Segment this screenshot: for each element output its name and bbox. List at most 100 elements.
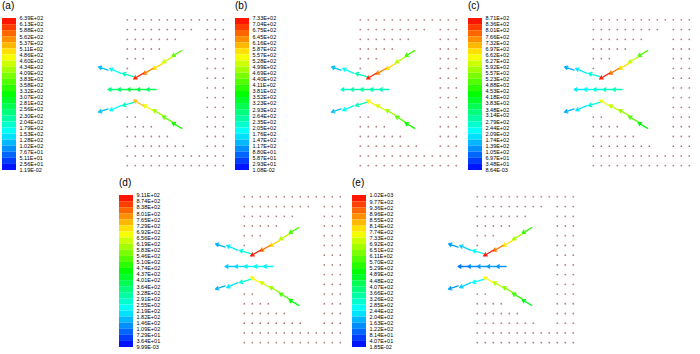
svg-text:5.92E+02: 5.92E+02 [486, 64, 510, 70]
svg-text:2.05E+02: 2.05E+02 [252, 124, 277, 131]
svg-text:4.01E+02: 4.01E+02 [137, 277, 161, 283]
svg-text:5.87E+02: 5.87E+02 [253, 46, 277, 52]
svg-text:5.83E+02: 5.83E+02 [137, 247, 161, 253]
svg-text:3.14E+02: 3.14E+02 [486, 112, 510, 118]
svg-text:2.44E+02: 2.44E+02 [486, 125, 510, 131]
svg-text:1.19E-02: 1.19E-02 [20, 167, 42, 173]
svg-text:1.08E-02: 1.08E-02 [253, 167, 275, 173]
svg-text:7.32E+02: 7.32E+02 [486, 40, 510, 46]
svg-text:4.88E+02: 4.88E+02 [486, 82, 510, 88]
svg-text:6.75E+02: 6.75E+02 [253, 27, 277, 33]
svg-text:5.11E+01: 5.11E+01 [19, 155, 43, 162]
svg-text:2.35E+02: 2.35E+02 [253, 119, 277, 125]
svg-text:1.05E+02: 1.05E+02 [486, 149, 510, 155]
svg-text:6.16E+02: 6.16E+02 [252, 39, 277, 46]
svg-text:5.23E+02: 5.23E+02 [486, 76, 510, 82]
svg-text:1.53E+02: 1.53E+02 [19, 130, 44, 137]
svg-text:1.46E+02: 1.46E+02 [137, 320, 161, 326]
svg-text:4.09E+02: 4.09E+02 [20, 70, 44, 76]
svg-text:2.04E+02: 2.04E+02 [370, 314, 394, 320]
svg-text:1.79E+02: 1.79E+02 [20, 125, 44, 131]
svg-text:4.11E+02: 4.11E+02 [253, 82, 276, 88]
svg-text:6.27E+02: 6.27E+02 [486, 58, 510, 64]
svg-text:4.48E+02: 4.48E+02 [370, 278, 394, 284]
svg-text:6.92E+02: 6.92E+02 [370, 241, 394, 247]
svg-text:6.39E+02: 6.39E+02 [20, 15, 44, 21]
svg-text:5.37E+02: 5.37E+02 [20, 40, 44, 46]
svg-text:5.57E+02: 5.57E+02 [485, 70, 510, 77]
svg-text:5.88E+02: 5.88E+02 [20, 27, 44, 33]
svg-text:5.28E+02: 5.28E+02 [252, 57, 277, 64]
svg-text:4.07E+02: 4.07E+02 [370, 284, 394, 290]
svg-text:3.07E+02: 3.07E+02 [20, 94, 44, 100]
svg-text:3.23E+02: 3.23E+02 [253, 100, 277, 106]
svg-text:7.74E+02: 7.74E+02 [370, 229, 394, 235]
svg-text:1.02E+03: 1.02E+03 [370, 192, 394, 198]
svg-text:4.99E+02: 4.99E+02 [253, 64, 277, 70]
svg-text:3.32E+02: 3.32E+02 [19, 88, 44, 95]
svg-text:1.74E+02: 1.74E+02 [486, 137, 510, 143]
svg-text:6.56E+02: 6.56E+02 [137, 235, 161, 241]
svg-text:2.93E+01: 2.93E+01 [252, 161, 277, 168]
svg-text:8.38E+02: 8.38E+02 [137, 204, 161, 210]
svg-text:3.28E+02: 3.28E+02 [137, 290, 161, 296]
svg-text:4.60E+02: 4.60E+02 [20, 58, 44, 64]
svg-text:4.89E+02: 4.89E+02 [370, 271, 394, 277]
svg-text:1.28E+02: 1.28E+02 [20, 137, 44, 143]
svg-text:1.47E+02: 1.47E+02 [253, 137, 277, 143]
svg-text:6.13E+02: 6.13E+02 [19, 21, 44, 28]
svg-text:5.11E+02: 5.11E+02 [19, 45, 43, 52]
html-text:(e): (e) [352, 177, 365, 188]
svg-text:2.85E+02: 2.85E+02 [370, 302, 394, 308]
svg-text:6.45E+02: 6.45E+02 [252, 33, 277, 40]
svg-text:1.85E-02: 1.85E-02 [370, 344, 392, 350]
svg-text:2.79E+02: 2.79E+02 [486, 119, 510, 125]
svg-text:9.99E-03: 9.99E-03 [137, 344, 159, 350]
svg-text:1.76E+02: 1.76E+02 [252, 130, 277, 137]
svg-text:2.04E+02: 2.04E+02 [19, 118, 44, 125]
svg-text:9.11E+02: 9.11E+02 [137, 192, 160, 198]
svg-text:5.87E+01: 5.87E+01 [253, 155, 277, 161]
svg-text:1.63E+02: 1.63E+02 [370, 320, 394, 326]
svg-text:4.74E+02: 4.74E+02 [137, 265, 161, 271]
svg-text:5.62E+02: 5.62E+02 [19, 33, 44, 40]
svg-text:2.64E+02: 2.64E+02 [252, 112, 277, 119]
svg-text:2.30E+02: 2.30E+02 [20, 113, 44, 119]
svg-text:6.11E+02: 6.11E+02 [370, 253, 393, 259]
svg-text:3.58E+02: 3.58E+02 [20, 82, 44, 88]
html-text:(c): (c) [468, 0, 480, 11]
html-text:(b): (b) [235, 0, 248, 11]
svg-text:4.86E+02: 4.86E+02 [20, 52, 44, 58]
svg-text:6.62E+02: 6.62E+02 [486, 52, 510, 58]
html-text:(d): (d) [119, 177, 132, 188]
svg-text:8.96E+02: 8.96E+02 [370, 211, 394, 217]
svg-text:4.53E+02: 4.53E+02 [486, 88, 510, 94]
html-text:(a): (a) [2, 0, 15, 11]
svg-text:2.19E+02: 2.19E+02 [137, 308, 161, 314]
svg-text:2.93E+02: 2.93E+02 [252, 106, 277, 113]
svg-text:7.29E+02: 7.29E+02 [137, 223, 161, 229]
svg-text:5.57E+02: 5.57E+02 [252, 51, 277, 58]
svg-text:2.09E+02: 2.09E+02 [486, 131, 510, 137]
svg-text:8.01E+02: 8.01E+02 [486, 27, 510, 33]
svg-text:7.33E+02: 7.33E+02 [370, 235, 394, 241]
svg-text:4.18E+02: 4.18E+02 [486, 94, 510, 100]
svg-text:7.04E+02: 7.04E+02 [252, 21, 277, 28]
svg-text:7.33E+02: 7.33E+02 [252, 15, 277, 22]
svg-text:2.56E+02: 2.56E+02 [20, 106, 44, 112]
svg-text:8.64E-03: 8.64E-03 [486, 167, 508, 173]
svg-text:2.56E+01: 2.56E+01 [19, 161, 44, 168]
svg-text:8.36E+02: 8.36E+02 [486, 21, 510, 27]
svg-text:7.66E+02: 7.66E+02 [485, 33, 510, 40]
svg-text:3.81E+02: 3.81E+02 [252, 88, 277, 95]
svg-text:3.83E+02: 3.83E+02 [19, 76, 44, 83]
svg-text:3.83E+02: 3.83E+02 [486, 100, 510, 106]
svg-text:3.52E+02: 3.52E+02 [252, 94, 277, 101]
svg-text:6.97E+02: 6.97E+02 [486, 46, 510, 52]
svg-text:3.26E+02: 3.26E+02 [370, 296, 394, 302]
svg-text:8.71E+02: 8.71E+02 [486, 15, 510, 21]
svg-text:2.81E+02: 2.81E+02 [19, 100, 44, 107]
svg-text:9.77E+02: 9.77E+02 [370, 199, 394, 205]
svg-text:5.70E+02: 5.70E+02 [370, 259, 394, 265]
svg-text:8.55E+02: 8.55E+02 [370, 217, 394, 223]
